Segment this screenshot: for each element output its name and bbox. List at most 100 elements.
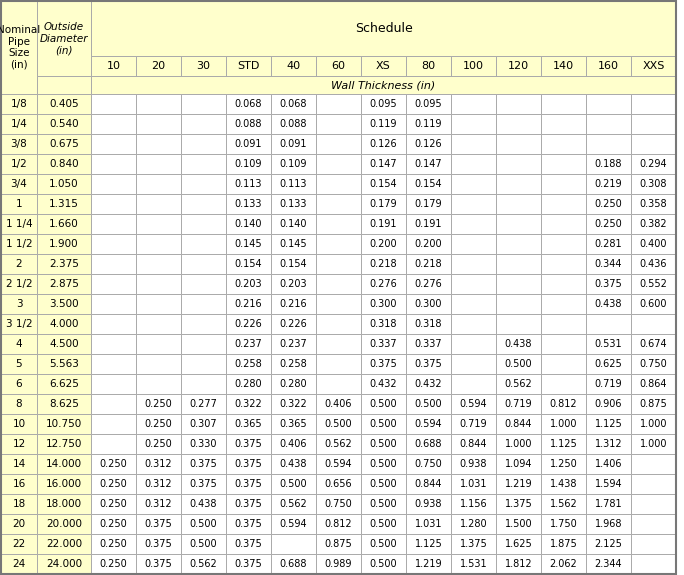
Bar <box>496 434 541 454</box>
Bar <box>451 354 496 374</box>
Bar <box>406 194 451 214</box>
Bar <box>1 494 37 514</box>
Text: 0.375: 0.375 <box>594 279 622 289</box>
Bar <box>1 294 37 314</box>
Bar <box>181 114 226 134</box>
Text: 0.119: 0.119 <box>415 119 443 129</box>
Bar <box>226 434 271 454</box>
Text: 1/2: 1/2 <box>11 159 27 169</box>
Bar <box>316 254 361 274</box>
Text: 0.126: 0.126 <box>369 139 397 149</box>
Text: 1.000: 1.000 <box>640 439 668 449</box>
Text: 0.375: 0.375 <box>235 459 263 469</box>
Text: 0.312: 0.312 <box>145 479 172 489</box>
Text: 1.660: 1.660 <box>49 219 79 229</box>
Text: 0.300: 0.300 <box>370 299 397 309</box>
Bar <box>496 474 541 494</box>
Text: 1.219: 1.219 <box>505 479 532 489</box>
Bar <box>361 254 406 274</box>
Bar <box>361 554 406 574</box>
Text: 1.900: 1.900 <box>49 239 79 249</box>
Text: 40: 40 <box>287 61 300 71</box>
Bar <box>631 56 676 76</box>
Text: 0.375: 0.375 <box>235 559 263 569</box>
Bar <box>541 474 586 494</box>
Text: 0.688: 0.688 <box>415 439 443 449</box>
Bar <box>496 174 541 194</box>
Bar <box>586 254 631 274</box>
Bar <box>226 454 271 474</box>
Text: 0.600: 0.600 <box>640 299 668 309</box>
Text: 0.500: 0.500 <box>369 399 397 409</box>
Bar <box>631 294 676 314</box>
Text: 0.145: 0.145 <box>280 239 307 249</box>
Bar <box>37 334 91 354</box>
Text: 20: 20 <box>12 519 25 529</box>
Text: 0.719: 0.719 <box>505 399 532 409</box>
Bar <box>586 414 631 434</box>
Text: 0.719: 0.719 <box>460 419 487 429</box>
Bar <box>226 534 271 554</box>
Bar <box>1 374 37 394</box>
Text: 1.315: 1.315 <box>49 199 79 209</box>
Text: 0.318: 0.318 <box>415 319 443 329</box>
Text: 0.562: 0.562 <box>325 439 352 449</box>
Text: 0.237: 0.237 <box>235 339 263 349</box>
Bar <box>1 154 37 174</box>
Bar <box>496 194 541 214</box>
Text: 0.432: 0.432 <box>369 379 397 389</box>
Text: 0.562: 0.562 <box>189 559 218 569</box>
Bar <box>496 354 541 374</box>
Bar <box>271 374 316 394</box>
Bar <box>451 234 496 254</box>
Text: 20.000: 20.000 <box>46 519 82 529</box>
Bar <box>226 474 271 494</box>
Bar <box>91 554 136 574</box>
Text: 0.938: 0.938 <box>460 459 487 469</box>
Text: 0.216: 0.216 <box>280 299 307 309</box>
Text: 10: 10 <box>107 61 120 71</box>
Text: Wall Thickness (in): Wall Thickness (in) <box>331 80 436 90</box>
Bar <box>316 154 361 174</box>
Text: 0.375: 0.375 <box>144 539 172 549</box>
Text: 80: 80 <box>421 61 436 71</box>
Bar <box>631 374 676 394</box>
Text: 140: 140 <box>553 61 574 71</box>
Text: 0.719: 0.719 <box>594 379 622 389</box>
Text: 1.250: 1.250 <box>550 459 577 469</box>
Bar <box>91 534 136 554</box>
Bar <box>91 234 136 254</box>
Text: 12.750: 12.750 <box>46 439 82 449</box>
Bar <box>361 94 406 114</box>
Text: 0.552: 0.552 <box>640 279 668 289</box>
Text: 0.844: 0.844 <box>505 419 532 429</box>
Bar <box>496 334 541 354</box>
Bar <box>91 194 136 214</box>
Bar <box>451 94 496 114</box>
Bar <box>136 134 181 154</box>
Bar <box>406 274 451 294</box>
Bar <box>271 334 316 354</box>
Bar <box>406 234 451 254</box>
Bar <box>496 314 541 334</box>
Text: 0.438: 0.438 <box>505 339 532 349</box>
Bar <box>271 234 316 254</box>
Bar <box>406 214 451 234</box>
Bar <box>316 274 361 294</box>
Text: 0.281: 0.281 <box>594 239 622 249</box>
Bar <box>271 114 316 134</box>
Text: 1.531: 1.531 <box>460 559 487 569</box>
Text: 0.375: 0.375 <box>235 499 263 509</box>
Bar <box>226 514 271 534</box>
Bar <box>226 334 271 354</box>
Bar <box>226 234 271 254</box>
Bar <box>361 274 406 294</box>
Bar <box>271 314 316 334</box>
Bar <box>361 534 406 554</box>
Bar <box>181 514 226 534</box>
Bar <box>1 114 37 134</box>
Bar <box>496 494 541 514</box>
Text: 0.812: 0.812 <box>325 519 352 529</box>
Text: 14.000: 14.000 <box>46 459 82 469</box>
Text: 1/8: 1/8 <box>11 99 27 109</box>
